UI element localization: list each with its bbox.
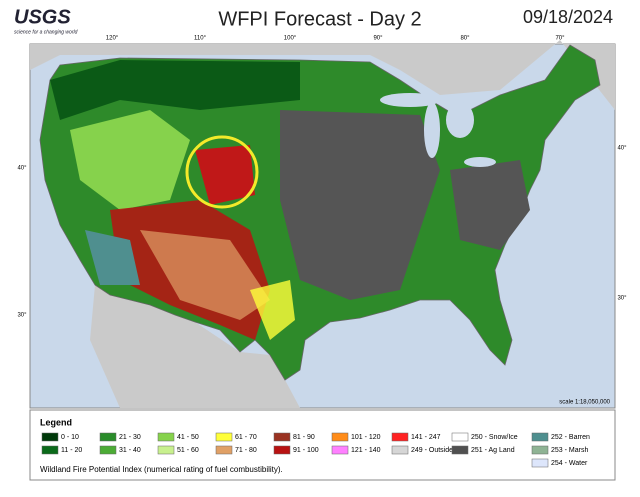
legend-label: 254 - Water (551, 460, 588, 467)
legend-label: 11 - 20 (61, 447, 82, 454)
latitude-label: 30° (17, 313, 27, 319)
legend-label: 21 - 30 (119, 434, 141, 441)
legend-swatch (273, 445, 291, 455)
latitude-label: 30° (617, 296, 627, 302)
legend-label: 41 - 50 (177, 434, 199, 441)
legend-label: 71 - 80 (235, 447, 257, 454)
latitude-label: 40° (617, 146, 627, 152)
ag-land (280, 110, 440, 300)
legend-swatch (99, 432, 117, 442)
legend-label: 91 - 100 (293, 447, 319, 454)
logo: USGS (14, 6, 71, 28)
northwest-dry (70, 110, 190, 210)
legend-swatch (157, 432, 175, 442)
latitude-label: 40° (17, 166, 27, 172)
barren (85, 230, 140, 285)
legend-swatch (215, 445, 233, 455)
legend-swatch (273, 432, 291, 442)
legend-swatch (531, 458, 549, 468)
longitude-label: 70° (555, 36, 565, 42)
legend-swatch (531, 432, 549, 442)
legend-swatch (451, 432, 469, 442)
legend-box (29, 409, 616, 481)
longitude-label: 110° (194, 36, 207, 42)
legend-label: 252 - Barren (551, 434, 590, 441)
legend-swatch (391, 445, 409, 455)
legend-label: 81 - 90 (293, 434, 315, 441)
legend-label: 250 - Snow/Ice (471, 434, 518, 441)
legend-swatch (99, 445, 117, 455)
legend-label: 0 - 10 (61, 434, 79, 441)
lake (446, 102, 474, 138)
legend-label: 249 - Outside US (411, 447, 465, 454)
texas-dry (250, 280, 295, 340)
title: WFPI Forecast - Day 2 (218, 8, 421, 30)
legend-label: 51 - 60 (177, 447, 199, 454)
legend-swatch (531, 445, 549, 455)
legend-note: Wildland Fire Potential Index (numerical… (40, 465, 283, 474)
mexico (90, 285, 300, 408)
ag-land-east (450, 160, 530, 250)
lake (424, 102, 440, 158)
canada (30, 40, 615, 110)
legend-swatch (331, 445, 349, 455)
date: 09/18/2024 (523, 7, 613, 27)
lake (380, 93, 440, 107)
legend-label: 101 - 120 (351, 434, 381, 441)
legend-swatch (157, 445, 175, 455)
lake (464, 157, 496, 167)
legend-label: 253 - Marsh (551, 447, 588, 454)
hotspot (195, 145, 255, 205)
legend-title: Legend (40, 417, 72, 427)
highlight-circle (185, 135, 259, 209)
legend-label: 121 - 140 (351, 447, 381, 454)
longitude-label: 100° (284, 36, 297, 42)
longitude-label: 80° (460, 36, 470, 42)
legend-label: 61 - 70 (235, 434, 257, 441)
legend: Legend Wildland Fire Potential Index (nu… (29, 409, 616, 481)
legend-swatch (331, 432, 349, 442)
legend-label: 31 - 40 (119, 447, 141, 454)
legend-label: 141 - 247 (411, 434, 441, 441)
legend-swatch (41, 445, 59, 455)
longitude-label: 120° (106, 36, 119, 42)
scale: scale 1:18,050,000 (559, 400, 610, 406)
north-forest (50, 60, 300, 120)
map: 120° 110° 100° 90° 80° 70° 40° 30° 40° 3… (17, 36, 627, 409)
southwest-warm (140, 230, 270, 320)
legend-swatch (451, 445, 469, 455)
legend-swatch (41, 432, 59, 442)
legend-label: 251 - Ag Land (471, 447, 515, 454)
legend-swatch (391, 432, 409, 442)
legend-swatch (215, 432, 233, 442)
tagline: science for a changing world (14, 29, 78, 35)
longitude-label: 90° (373, 36, 383, 42)
